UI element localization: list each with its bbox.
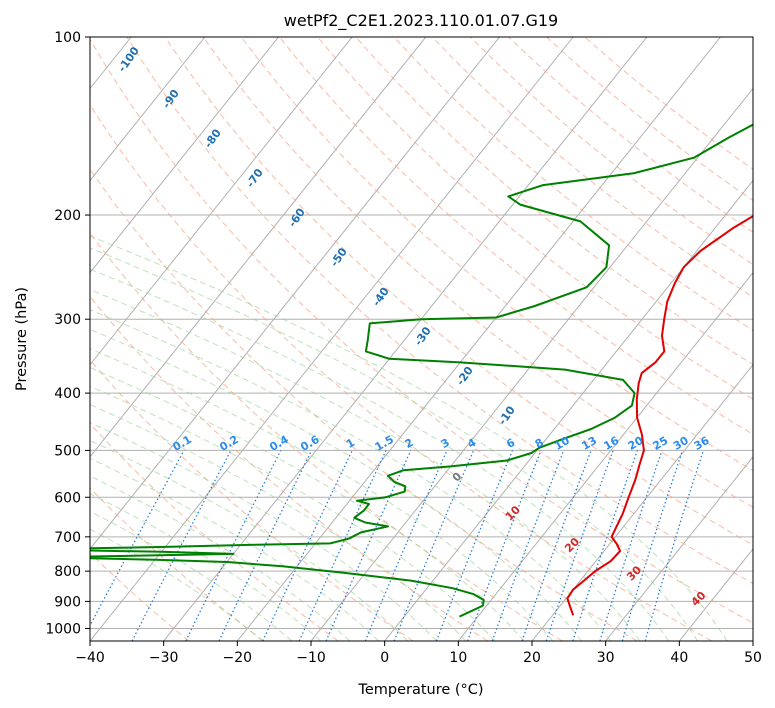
y-tick-label: 100 bbox=[54, 30, 81, 46]
x-tick-label: 40 bbox=[670, 650, 688, 666]
isotherm-line bbox=[90, 37, 353, 366]
mixing-ratio-line bbox=[572, 450, 638, 641]
x-tick-label: 10 bbox=[449, 650, 467, 666]
dry-adiabat-line bbox=[90, 359, 414, 641]
mixing-ratio-line bbox=[621, 450, 684, 641]
dry-adiabat-line bbox=[90, 295, 488, 641]
isotherm-line bbox=[752, 640, 753, 641]
moist-adiabat-line bbox=[90, 348, 554, 641]
plot-frame bbox=[89, 36, 754, 642]
mixing-ratio-line bbox=[644, 450, 704, 641]
mixing-ratio-line bbox=[364, 450, 448, 641]
isotherm-line bbox=[90, 37, 206, 182]
mixing-ratio-line bbox=[599, 450, 663, 641]
mixing-ratio-line bbox=[90, 450, 185, 627]
isotherm-line bbox=[605, 456, 753, 641]
x-tick-label: 0 bbox=[380, 650, 389, 666]
x-tick-label: −40 bbox=[75, 650, 105, 666]
dry-adiabat-line bbox=[355, 37, 753, 366]
x-tick-label: −20 bbox=[223, 650, 253, 666]
isotherm-line bbox=[531, 363, 753, 641]
moist-adiabat-line bbox=[90, 309, 612, 641]
x-tick-label: −10 bbox=[296, 650, 326, 666]
y-tick-label: 400 bbox=[54, 386, 81, 402]
dry-adiabat-line bbox=[90, 38, 753, 624]
mixing-ratio-line bbox=[545, 450, 614, 641]
mixing-ratio-line bbox=[435, 450, 514, 641]
dry-adiabat-line bbox=[90, 552, 190, 641]
isotherm-line bbox=[384, 179, 753, 641]
y-tick-label: 200 bbox=[54, 208, 81, 224]
moist-adiabat-line bbox=[90, 475, 351, 641]
isotherm-line bbox=[163, 37, 648, 641]
isotherm-line bbox=[90, 37, 427, 458]
moist-adiabat-line bbox=[90, 247, 699, 641]
y-tick-label: 800 bbox=[54, 564, 81, 580]
plot-area bbox=[90, 37, 753, 641]
mixing-ratio-line bbox=[466, 450, 542, 641]
y-axis: 100 200 300 400 500 600 700 800 900 1000 bbox=[45, 30, 90, 637]
mixing-ratio-line bbox=[491, 450, 565, 641]
dry-adiabat-line bbox=[126, 37, 753, 585]
dewpoint-profile-line bbox=[90, 123, 753, 618]
x-tick-label: −30 bbox=[149, 650, 179, 666]
dry-adiabat-line bbox=[393, 37, 753, 332]
y-tick-label: 300 bbox=[54, 312, 81, 328]
temperature-profile-line bbox=[566, 214, 753, 616]
isotherm-line bbox=[90, 37, 279, 274]
y-tick-label: 700 bbox=[54, 530, 81, 546]
dry-adiabat-line bbox=[90, 422, 339, 641]
mixing-ratio-line bbox=[185, 450, 282, 641]
isotherm-line bbox=[90, 37, 500, 550]
isotherm-line bbox=[457, 271, 753, 641]
mixing-ratio-line bbox=[521, 450, 592, 641]
mixing-ratio-line bbox=[325, 450, 412, 641]
moist-adiabat-line bbox=[90, 422, 438, 641]
dry-adiabat-line bbox=[317, 37, 753, 400]
moist-adiabat-line bbox=[90, 457, 380, 641]
x-tick-label: 50 bbox=[744, 650, 762, 666]
moist-adiabat-line bbox=[90, 289, 641, 641]
chart-title: wetPf2_C2E1.2023.110.01.07.G19 bbox=[284, 11, 558, 31]
moist-adiabat-line bbox=[90, 268, 670, 641]
isotherm-line bbox=[90, 37, 574, 641]
dry-adiabat-line bbox=[90, 232, 563, 641]
moist-adiabat-line bbox=[90, 403, 467, 641]
x-axis-label: Temperature (°C) bbox=[357, 682, 483, 698]
dry-adiabat-line bbox=[90, 104, 712, 641]
moist-adiabat-line bbox=[90, 367, 525, 641]
moist-adiabat-line bbox=[90, 235, 728, 641]
moist-adiabat-line bbox=[90, 439, 409, 641]
x-tick-label: 20 bbox=[523, 650, 541, 666]
y-tick-label: 600 bbox=[54, 490, 81, 506]
y-tick-label: 500 bbox=[54, 443, 81, 459]
dry-adiabat-line bbox=[202, 37, 753, 508]
isotherm-line bbox=[236, 37, 721, 641]
y-tick-label: 900 bbox=[54, 594, 81, 610]
x-tick-label: 30 bbox=[597, 650, 615, 666]
x-axis: −40 −30 −20 −10 0 10 20 30 40 50 bbox=[75, 641, 762, 666]
dry-adiabat-line bbox=[164, 37, 753, 546]
y-tick-label: 1000 bbox=[45, 621, 81, 637]
y-axis-label: Pressure (hPa) bbox=[14, 287, 30, 391]
mixing-ratio-line bbox=[393, 450, 475, 641]
